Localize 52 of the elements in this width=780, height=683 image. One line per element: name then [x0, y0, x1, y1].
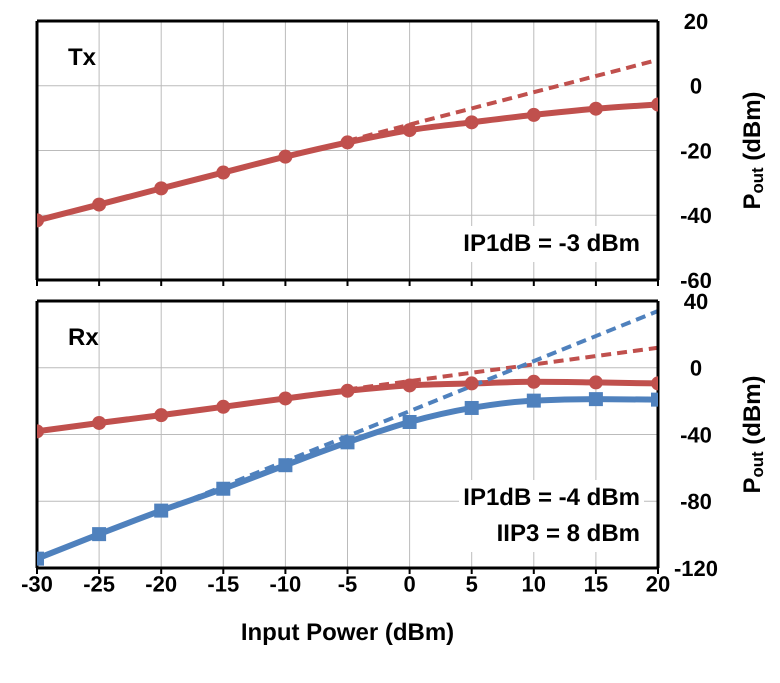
x-axis-title: Input Power (dBm): [240, 619, 454, 646]
x-tick-label: 0: [403, 572, 416, 597]
x-tick-label: -10: [270, 572, 302, 597]
point: [526, 394, 541, 408]
point: [588, 375, 603, 390]
y-tick-label: -40: [680, 422, 712, 448]
point: [154, 181, 168, 196]
x-tick-label: -30: [21, 572, 53, 597]
point: [402, 123, 417, 138]
point: [216, 166, 230, 180]
point: [278, 150, 292, 164]
point: [216, 482, 230, 496]
annotation: IIP3 = 8 dBm: [496, 519, 640, 549]
y-tick-label: -20: [680, 138, 712, 164]
point: [588, 102, 603, 116]
y-tick-label: -120: [674, 556, 718, 581]
x-tick-label: -25: [83, 572, 115, 597]
point: [588, 392, 603, 406]
point: [92, 416, 106, 430]
x-tick-label: -20: [145, 572, 178, 597]
point: [340, 384, 354, 398]
point: [464, 400, 479, 415]
point: [464, 115, 479, 130]
point: [278, 458, 292, 472]
annotation: IP1dB = -4 dBm: [463, 483, 640, 513]
point: [154, 504, 168, 518]
x-tick-label: 15: [584, 572, 608, 597]
point: [526, 108, 541, 122]
y-tick-label: 0: [690, 74, 702, 99]
y-tick-label: -80: [680, 489, 712, 514]
annotation: IP1dB = -3 dBm: [463, 229, 640, 259]
point: [526, 374, 541, 389]
point: [92, 527, 106, 542]
point: [154, 408, 168, 422]
y-tick-label: 20: [684, 8, 708, 34]
y-tick-label: 0: [690, 356, 702, 381]
point: [92, 198, 106, 212]
x-tick-label: -15: [207, 572, 240, 597]
annotation: Tx: [68, 44, 96, 72]
point: [340, 135, 354, 150]
point: [278, 391, 292, 406]
x-tick-label: 20: [646, 572, 670, 597]
point: [464, 376, 479, 390]
point: [340, 435, 354, 450]
annotation: Rx: [68, 324, 99, 352]
x-tick-label: -5: [338, 572, 358, 597]
point: [216, 400, 230, 414]
point: [402, 378, 417, 392]
x-tick-label: 10: [522, 572, 546, 597]
y-tick-label: -40: [680, 203, 712, 228]
point: [402, 414, 417, 429]
x-tick-label: 5: [466, 572, 478, 597]
